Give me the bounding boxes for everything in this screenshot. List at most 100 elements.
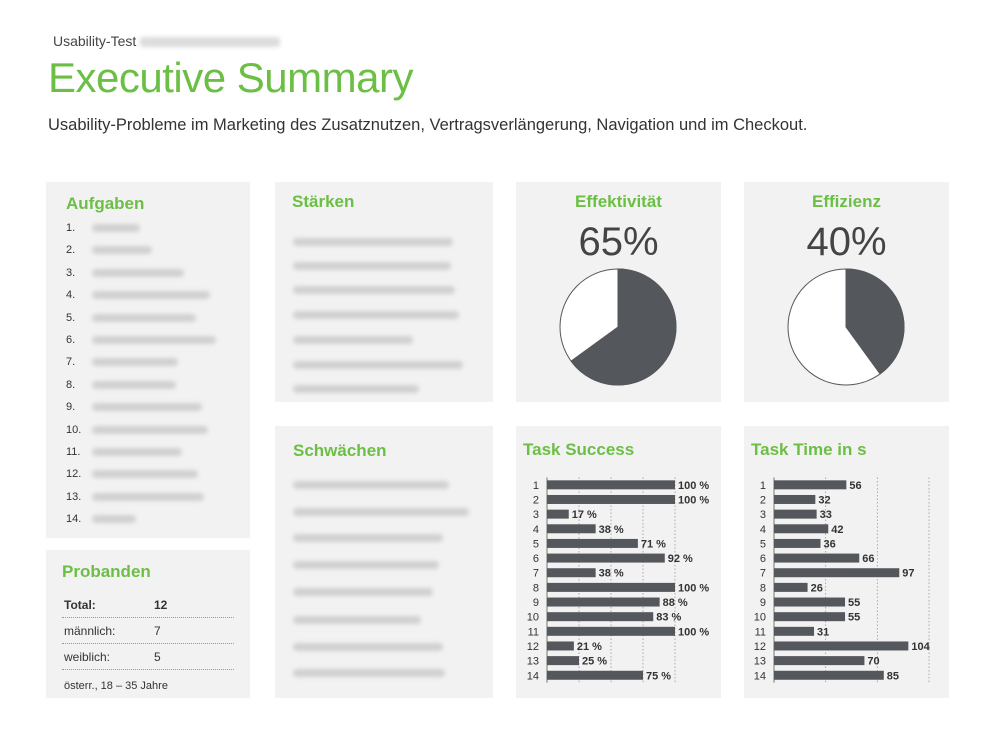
redacted-text bbox=[293, 508, 469, 516]
redacted-text bbox=[293, 534, 443, 542]
task-time-bar bbox=[774, 597, 846, 607]
effektivitaet-title: Effektivität bbox=[575, 192, 662, 211]
probanden-value: 5 bbox=[154, 650, 161, 664]
task-time-data-label: 97 bbox=[902, 568, 914, 580]
task-success-bar bbox=[547, 568, 596, 578]
effizienz-title: Effizienz bbox=[812, 192, 881, 211]
redacted-text bbox=[92, 246, 152, 255]
task-time-category-label: 9 bbox=[760, 597, 766, 609]
task-success-bar bbox=[547, 612, 654, 622]
task-time-bar bbox=[774, 494, 816, 504]
effektivitaet-pie-slice bbox=[570, 268, 677, 386]
page-subtitle: Usability-Probleme im Marketing des Zusa… bbox=[48, 116, 808, 134]
task-success-bar bbox=[547, 641, 574, 651]
task-time-data-label: 66 bbox=[862, 553, 874, 565]
probanden-row-maennlich: männlich: 7 bbox=[62, 618, 234, 644]
redacted-text bbox=[92, 268, 184, 277]
redacted-text bbox=[293, 669, 445, 677]
redacted-text bbox=[92, 470, 198, 479]
redacted-text bbox=[92, 447, 182, 456]
task-time-category-label: 12 bbox=[754, 641, 766, 653]
task-success-data-label: 38 % bbox=[599, 568, 624, 580]
redacted-text bbox=[293, 385, 419, 393]
task-success-title: Task Success bbox=[523, 440, 635, 459]
task-success-data-label: 25 % bbox=[582, 656, 607, 668]
task-time-category-label: 8 bbox=[760, 582, 766, 594]
task-success-data-label: 100 % bbox=[678, 582, 709, 594]
aufgaben-item-number: 4. bbox=[66, 289, 76, 302]
task-time-category-label: 3 bbox=[760, 509, 766, 521]
redacted-url bbox=[140, 37, 281, 48]
task-success-data-label: 83 % bbox=[656, 612, 681, 624]
effizienz-panel: Effizienz 40% bbox=[744, 182, 949, 402]
task-time-category-label: 13 bbox=[754, 656, 766, 668]
task-time-bar bbox=[774, 538, 821, 548]
page-title: Executive Summary bbox=[48, 54, 413, 101]
task-time-category-label: 1 bbox=[760, 480, 766, 492]
task-success-data-label: 75 % bbox=[646, 670, 671, 682]
probanden-label: männlich: bbox=[64, 624, 116, 638]
effektivitaet-pie-chart bbox=[559, 268, 677, 386]
probanden-label: weiblich: bbox=[64, 650, 111, 664]
aufgaben-item-number: 3. bbox=[66, 266, 76, 279]
task-success-category-label: 3 bbox=[533, 509, 539, 521]
redacted-text bbox=[293, 561, 439, 569]
redacted-text bbox=[92, 358, 178, 367]
task-success-category-label: 11 bbox=[528, 626, 539, 638]
task-time-data-label: 32 bbox=[818, 494, 830, 506]
task-success-category-label: 14 bbox=[527, 670, 539, 682]
task-time-category-label: 5 bbox=[760, 538, 766, 550]
task-success-category-label: 6 bbox=[533, 553, 539, 565]
task-success-bar bbox=[547, 656, 579, 666]
task-success-category-label: 2 bbox=[533, 494, 539, 506]
redacted-text bbox=[293, 643, 443, 651]
task-time-category-label: 2 bbox=[760, 494, 766, 506]
probanden-row-weiblich: weiblich: 5 bbox=[62, 644, 234, 670]
task-success-bar bbox=[547, 670, 643, 680]
aufgaben-item-number: 11. bbox=[66, 445, 81, 458]
effektivitaet-percent: 65% bbox=[578, 220, 659, 264]
task-time-data-label: 55 bbox=[848, 597, 860, 609]
effizienz-percent: 40% bbox=[806, 220, 887, 264]
task-success-category-label: 10 bbox=[527, 612, 539, 624]
effektivitaet-panel: Effektivität 65% bbox=[516, 182, 721, 402]
task-time-data-label: 56 bbox=[849, 480, 861, 492]
redacted-text bbox=[293, 481, 449, 489]
task-success-bar bbox=[547, 494, 675, 504]
task-success-data-label: 92 % bbox=[668, 553, 693, 565]
task-success-data-label: 88 % bbox=[663, 597, 688, 609]
redacted-text bbox=[92, 335, 216, 344]
task-time-bar bbox=[774, 553, 860, 563]
task-success-bar bbox=[547, 524, 596, 534]
task-time-data-label: 36 bbox=[824, 538, 836, 550]
task-success-bar bbox=[547, 597, 660, 607]
probanden-value: 12 bbox=[154, 598, 168, 612]
redacted-text bbox=[92, 403, 202, 412]
task-time-bar bbox=[774, 582, 808, 592]
redacted-text bbox=[293, 336, 413, 344]
aufgaben-title: Aufgaben bbox=[66, 194, 145, 213]
task-success-data-label: 71 % bbox=[641, 538, 666, 550]
aufgaben-item-number: 14. bbox=[66, 513, 82, 526]
schwaechen-title: Schwächen bbox=[293, 441, 387, 460]
redacted-text bbox=[92, 291, 210, 300]
redacted-text bbox=[293, 238, 453, 246]
redacted-text bbox=[293, 311, 459, 319]
task-time-category-label: 7 bbox=[760, 568, 766, 580]
probanden-note: österr., 18 – 35 Jahre bbox=[64, 680, 168, 692]
task-time-bar bbox=[774, 670, 884, 680]
task-success-category-label: 5 bbox=[533, 538, 539, 550]
task-success-data-label: 38 % bbox=[599, 524, 624, 536]
probanden-label: Total: bbox=[64, 598, 96, 612]
probanden-panel: Probanden Total: 12 männlich: 7 weiblich… bbox=[46, 550, 250, 698]
redacted-text bbox=[293, 361, 463, 369]
task-success-bar-chart: 1 100 % 2 100 % 3 17 % 4 38 % 5 71 % 6 92 % 7 38 % 8 10… bbox=[527, 477, 709, 683]
task-success-bar bbox=[547, 538, 638, 548]
task-time-panel: Task Time in s 1 56 2 32 3 33 4 42 5 36 6 66 7 97 8 26 9… bbox=[744, 426, 949, 698]
effizienz-pie-chart bbox=[787, 268, 905, 386]
task-success-data-label: 21 % bbox=[577, 641, 602, 653]
redacted-text bbox=[92, 380, 176, 389]
task-success-bar bbox=[547, 626, 675, 636]
task-time-bar bbox=[774, 509, 817, 519]
